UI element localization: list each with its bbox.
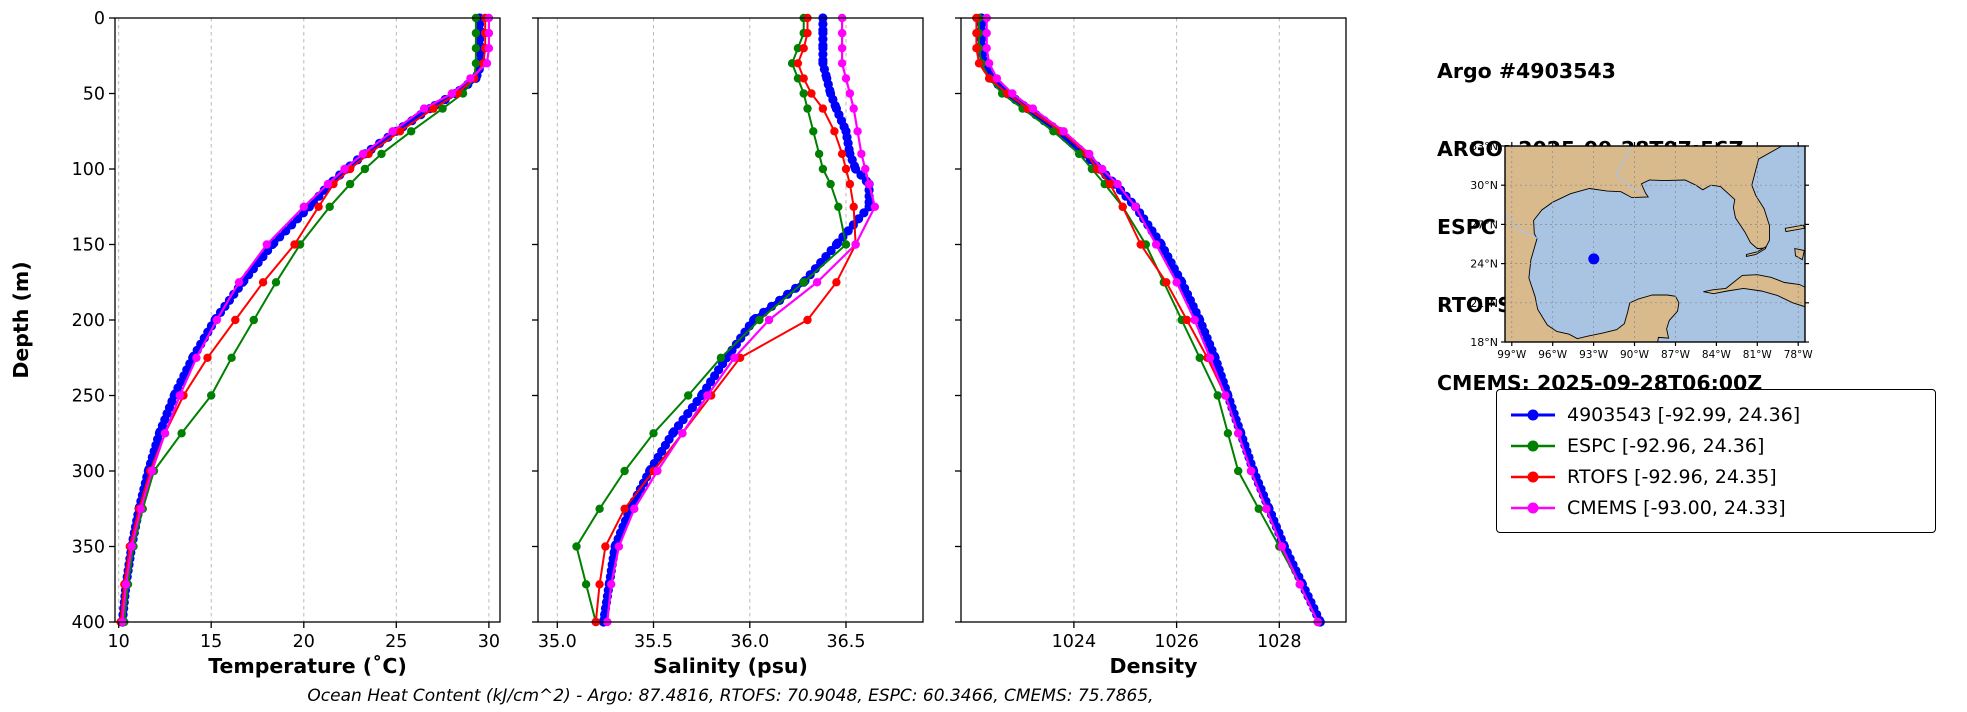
svg-text:78°W: 78°W — [1784, 349, 1814, 361]
gridlines — [556, 18, 847, 622]
svg-text:50: 50 — [83, 85, 105, 105]
map-axis-labels: 99°W 96°W 93°W 90°W 87°W 84°W 81°W 78°W 33°N 30°N… — [1470, 140, 1813, 361]
legend-item-4903543: 4903543 [-92.99, 24.36] — [1509, 399, 1923, 430]
series-4903543 — [598, 13, 874, 627]
legend-item-espc: ESPC [-92.96, 24.36] — [1509, 430, 1923, 461]
svg-text:30: 30 — [478, 632, 500, 652]
y-axis-label: Depth (m) — [9, 261, 33, 378]
svg-text:36.0: 36.0 — [730, 632, 769, 652]
svg-text:35.5: 35.5 — [634, 632, 673, 652]
svg-text:93°W: 93°W — [1579, 349, 1609, 361]
svg-text:300: 300 — [72, 462, 105, 482]
legend: 4903543 [-92.99, 24.36] ESPC [-92.96, 24… — [1496, 389, 1936, 533]
svg-text:99°W: 99°W — [1497, 349, 1527, 361]
legend-line-marker-red — [1511, 471, 1555, 482]
svg-text:0: 0 — [94, 9, 105, 29]
series-CMEMS — [982, 13, 1323, 627]
x-axis-label: Density — [1110, 654, 1198, 678]
series-ESPC — [572, 13, 851, 627]
gulf-of-mexico-map: 99°W 96°W 93°W 90°W 87°W 84°W 81°W 78°W 33°N 30°N… — [1470, 140, 1813, 361]
svg-text:81°W: 81°W — [1743, 349, 1773, 361]
svg-text:30°N: 30°N — [1470, 179, 1498, 192]
y-axis — [955, 17, 961, 623]
x-axis: 10 15 20 25 30 Temperature (˚C) — [108, 622, 500, 678]
legend-line-marker-green — [1511, 440, 1555, 451]
profile-plots-figure: 10 15 20 25 30 Temperature (˚C) 0 50 100 150 200 25… — [9, 9, 1347, 678]
svg-text:87°W: 87°W — [1661, 349, 1691, 361]
svg-text:27°N: 27°N — [1470, 218, 1498, 231]
x-axis-label: Temperature (˚C) — [208, 654, 407, 678]
svg-text:150: 150 — [72, 236, 105, 256]
svg-text:100: 100 — [72, 160, 105, 180]
legend-line-marker-magenta — [1511, 502, 1555, 513]
series-RTOFS — [591, 13, 860, 627]
svg-text:1028: 1028 — [1257, 632, 1302, 652]
y-axis: 0 50 100 150 200 250 300 350 400 — [72, 9, 115, 633]
svg-text:36.5: 36.5 — [827, 632, 866, 652]
axes-box — [537, 17, 924, 623]
svg-text:84°W: 84°W — [1702, 349, 1732, 361]
x-axis: 1024 1026 1028 Density — [1052, 622, 1302, 678]
series-RTOFS — [116, 13, 490, 627]
svg-text:200: 200 — [72, 311, 105, 331]
info-line-float-id: Argo #4903543 — [1437, 59, 1616, 83]
legend-line-marker-blue — [1511, 409, 1555, 420]
legend-label: RTOFS [-92.96, 24.35] — [1567, 465, 1777, 488]
series-RTOFS — [972, 13, 1323, 627]
svg-text:250: 250 — [72, 387, 105, 407]
legend-label: CMEMS [-93.00, 24.33] — [1567, 496, 1786, 519]
legend-label: 4903543 [-92.99, 24.36] — [1567, 403, 1801, 426]
map-border — [1504, 145, 1806, 343]
map-rivers — [1504, 145, 1645, 239]
svg-text:20: 20 — [293, 632, 315, 652]
svg-text:1024: 1024 — [1052, 632, 1097, 652]
series-CMEMS — [118, 13, 494, 627]
svg-text:350: 350 — [72, 538, 105, 558]
x-axis-label: Salinity (psu) — [653, 654, 808, 678]
svg-text:1026: 1026 — [1154, 632, 1199, 652]
float-location-dot — [1588, 253, 1600, 265]
svg-text:25: 25 — [385, 632, 407, 652]
legend-item-rtofs: RTOFS [-92.96, 24.35] — [1509, 461, 1923, 492]
svg-text:10: 10 — [108, 632, 130, 652]
svg-text:24°N: 24°N — [1470, 258, 1498, 271]
svg-text:18°N: 18°N — [1470, 336, 1498, 349]
svg-text:400: 400 — [72, 613, 105, 633]
svg-text:90°W: 90°W — [1620, 349, 1650, 361]
svg-text:96°W: 96°W — [1538, 349, 1568, 361]
svg-text:21°N: 21°N — [1470, 297, 1498, 310]
svg-text:35.0: 35.0 — [538, 632, 577, 652]
svg-text:15: 15 — [200, 632, 222, 652]
series-CMEMS — [603, 13, 880, 627]
legend-item-cmems: CMEMS [-93.00, 24.33] — [1509, 492, 1923, 523]
legend-label: ESPC [-92.96, 24.36] — [1567, 434, 1765, 457]
ohc-caption: Ocean Heat Content (kJ/cm^2) - Argo: 87.… — [307, 686, 1154, 706]
svg-text:33°N: 33°N — [1470, 140, 1498, 153]
x-axis: 35.0 35.5 36.0 36.5 Salinity (psu) — [538, 622, 866, 678]
y-axis — [532, 17, 538, 623]
gridlines — [1073, 18, 1280, 622]
